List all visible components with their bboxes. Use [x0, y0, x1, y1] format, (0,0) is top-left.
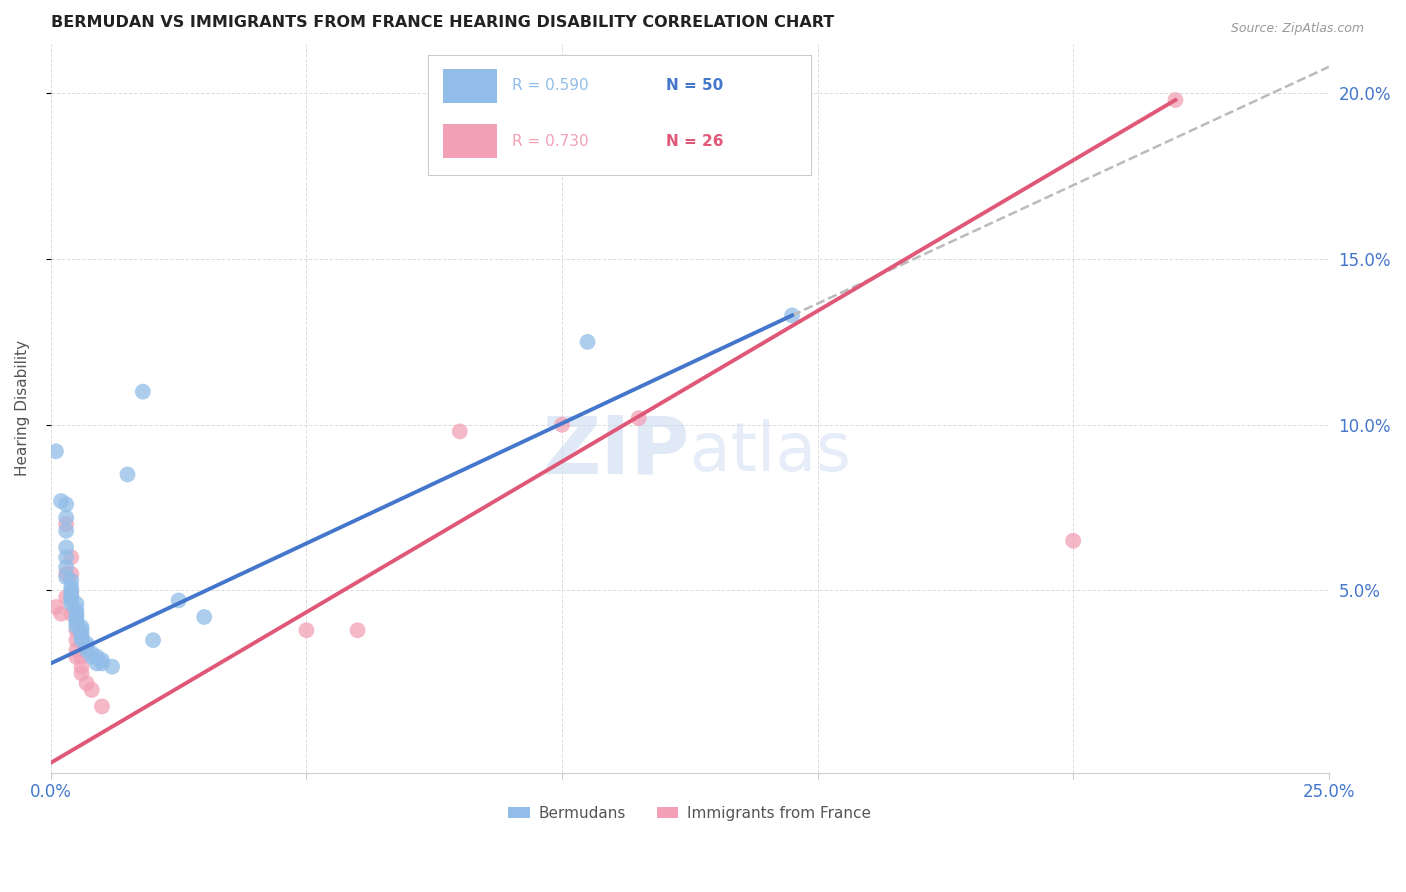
Point — [60, 550, 83, 565]
Point — [55, 510, 77, 524]
Point — [45, 444, 67, 458]
Point — [65, 597, 87, 611]
Point — [142, 633, 165, 648]
Text: atlas: atlas — [690, 419, 851, 485]
Point — [70, 620, 93, 634]
Point — [91, 653, 114, 667]
Text: BERMUDAN VS IMMIGRANTS FROM FRANCE HEARING DISABILITY CORRELATION CHART: BERMUDAN VS IMMIGRANTS FROM FRANCE HEARI… — [51, 15, 834, 30]
Point — [80, 647, 103, 661]
Point — [193, 610, 215, 624]
Point — [65, 607, 87, 621]
Point — [60, 574, 83, 588]
Point — [295, 624, 318, 638]
Point — [60, 593, 83, 607]
Point — [86, 649, 108, 664]
Point — [65, 649, 87, 664]
Point — [91, 657, 114, 671]
Point — [70, 630, 93, 644]
Point — [91, 699, 114, 714]
Point — [65, 613, 87, 627]
Point — [576, 334, 599, 349]
Legend: Bermudans, Immigrants from France: Bermudans, Immigrants from France — [502, 800, 877, 827]
Point — [780, 309, 803, 323]
Point — [70, 666, 93, 681]
Point — [70, 624, 93, 638]
Point — [55, 497, 77, 511]
Point — [49, 607, 72, 621]
Point — [1062, 533, 1084, 548]
Point — [55, 560, 77, 574]
Text: ZIP: ZIP — [543, 413, 690, 491]
Point — [76, 636, 98, 650]
Point — [55, 566, 77, 581]
Point — [76, 643, 98, 657]
Point — [117, 467, 139, 482]
Y-axis label: Hearing Disability: Hearing Disability — [15, 340, 30, 476]
Point — [60, 597, 83, 611]
Text: Source: ZipAtlas.com: Source: ZipAtlas.com — [1230, 22, 1364, 36]
Point — [346, 624, 368, 638]
Point — [132, 384, 155, 399]
Point — [551, 417, 574, 432]
Point — [86, 657, 108, 671]
Point — [60, 590, 83, 604]
Point — [627, 411, 650, 425]
Point — [449, 425, 471, 439]
Point — [101, 659, 124, 673]
Point — [55, 541, 77, 555]
Point — [76, 676, 98, 690]
Point — [55, 550, 77, 565]
Point — [70, 626, 93, 640]
Point — [65, 610, 87, 624]
Point — [60, 566, 83, 581]
Point — [65, 633, 87, 648]
Point — [55, 517, 77, 532]
Point — [76, 640, 98, 654]
Point — [70, 659, 93, 673]
Point — [60, 607, 83, 621]
Point — [55, 590, 77, 604]
Point — [80, 682, 103, 697]
Point — [60, 580, 83, 594]
Point — [45, 600, 67, 615]
Point — [70, 633, 93, 648]
Point — [55, 524, 77, 538]
Point — [49, 494, 72, 508]
Point — [65, 624, 87, 638]
Point — [65, 603, 87, 617]
Point — [1164, 93, 1187, 107]
Point — [65, 620, 87, 634]
Point — [60, 583, 83, 598]
Point — [167, 593, 190, 607]
Point — [55, 570, 77, 584]
Point — [65, 616, 87, 631]
Point — [60, 587, 83, 601]
Point — [60, 590, 83, 604]
Point — [70, 649, 93, 664]
Point — [80, 649, 103, 664]
Point — [65, 643, 87, 657]
